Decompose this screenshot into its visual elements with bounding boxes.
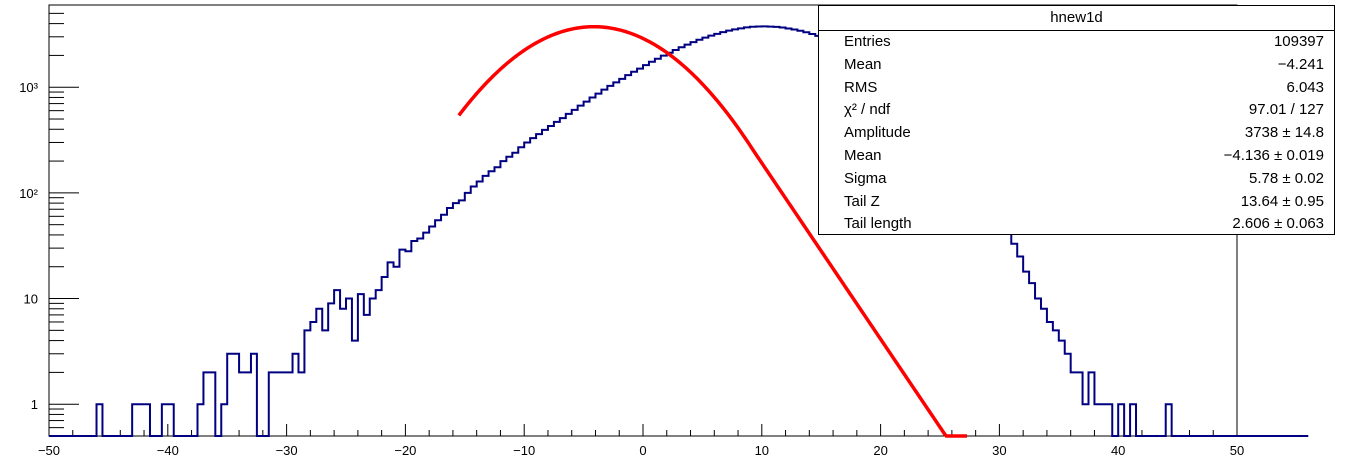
stats-value: 97.01 / 127 bbox=[1248, 101, 1324, 119]
stats-label: Tail length bbox=[844, 215, 912, 233]
stats-value: 13.64 ± 0.95 bbox=[1240, 192, 1324, 210]
stats-label: Mean bbox=[844, 146, 882, 164]
stats-rows: Entries 109397 Mean −4.241 RMS 6.043 χ² / ndf 9… bbox=[819, 31, 1334, 236]
x-tick-label: −20 bbox=[394, 443, 416, 458]
stats-value: 3738 ± 14.8 bbox=[1244, 124, 1324, 142]
x-tick-label: 50 bbox=[1230, 443, 1244, 458]
x-tick-label: −40 bbox=[157, 443, 179, 458]
x-tick-label: 0 bbox=[639, 443, 646, 458]
stats-row: Tail Z 13.64 ± 0.95 bbox=[819, 191, 1334, 214]
x-tick-label: −30 bbox=[276, 443, 298, 458]
stats-label: Entries bbox=[844, 33, 891, 50]
axis-tick-labels: −50 −40 −30 −20 −10 0 10 20 30 40 50 1 10 10² 10³ bbox=[19, 80, 1244, 458]
stats-row: Mean −4.241 bbox=[819, 54, 1334, 77]
stats-value: 109397 bbox=[1273, 33, 1324, 50]
fit-curve bbox=[457, 24, 968, 438]
y-tick-label: 10³ bbox=[19, 80, 38, 95]
stats-value: 6.043 bbox=[1286, 78, 1324, 96]
stats-value: −4.136 ± 0.019 bbox=[1223, 146, 1324, 164]
stats-row: RMS 6.043 bbox=[819, 77, 1334, 100]
x-tick-label: 40 bbox=[1111, 443, 1125, 458]
x-tick-label: 20 bbox=[873, 443, 887, 458]
y-tick-label: 10² bbox=[19, 186, 38, 201]
stats-row: Amplitude 3738 ± 14.8 bbox=[819, 122, 1334, 145]
stats-value: 2.606 ± 0.063 bbox=[1232, 215, 1324, 233]
stats-row: Entries 109397 bbox=[819, 31, 1334, 54]
stats-label: Sigma bbox=[844, 169, 887, 187]
stats-value: −4.241 bbox=[1277, 55, 1324, 73]
y-tick-label: 1 bbox=[31, 397, 38, 412]
stats-label: RMS bbox=[844, 78, 878, 96]
stats-row: χ² / ndf 97.01 / 127 bbox=[819, 99, 1334, 122]
x-tick-label: 30 bbox=[992, 443, 1006, 458]
stats-row: Sigma 5.78 ± 0.02 bbox=[819, 168, 1334, 191]
stats-row: Mean −4.136 ± 0.019 bbox=[819, 145, 1334, 168]
stats-value: 5.78 ± 0.02 bbox=[1249, 169, 1324, 187]
histogram-series bbox=[49, 25, 1309, 437]
stats-label: Mean bbox=[844, 55, 882, 73]
stats-row: Tail length 2.606 ± 0.063 bbox=[819, 213, 1334, 236]
x-tick-label: −50 bbox=[38, 443, 60, 458]
stats-title: hnew1d bbox=[819, 6, 1334, 31]
stats-box: hnew1d Entries 109397 Mean −4.241 RMS 6.043 χ²… bbox=[818, 5, 1335, 235]
stats-label: Amplitude bbox=[844, 124, 911, 142]
y-tick-label: 10 bbox=[24, 292, 38, 307]
stats-label: Tail Z bbox=[844, 192, 880, 210]
x-tick-label: 10 bbox=[755, 443, 769, 458]
x-tick-label: −10 bbox=[513, 443, 535, 458]
stats-label: χ² / ndf bbox=[844, 101, 891, 119]
